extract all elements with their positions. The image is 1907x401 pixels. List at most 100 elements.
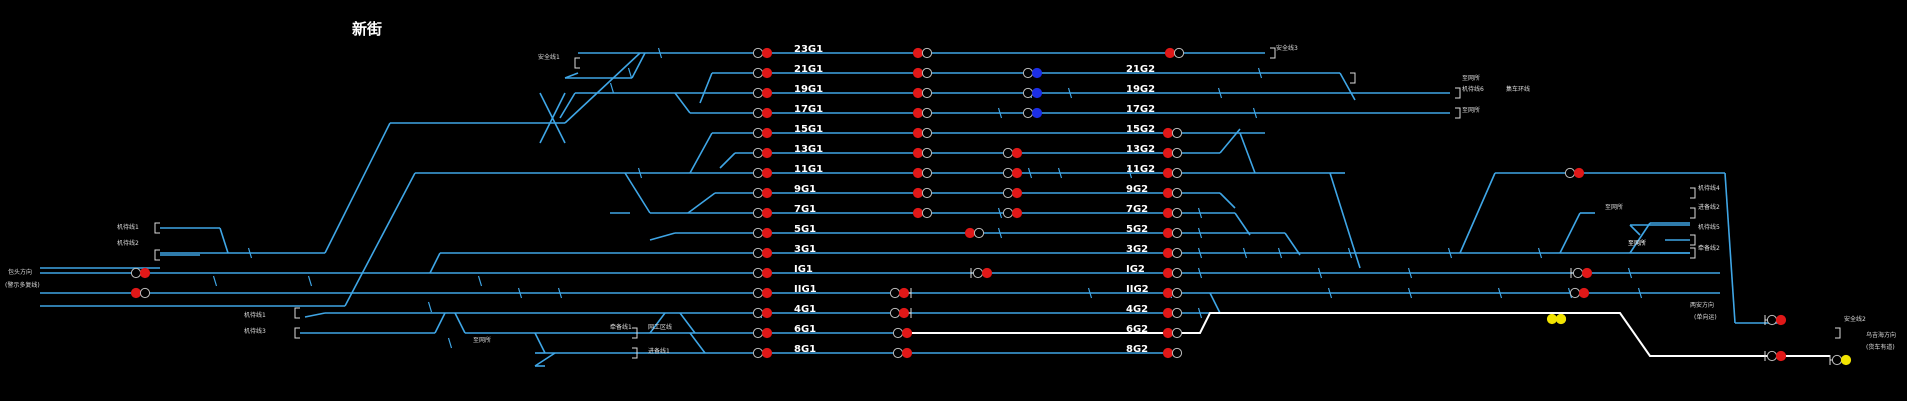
signal-yellow-lamp-2[interactable]: [1555, 313, 1567, 325]
signal-left-t9-lamp-lit[interactable]: [761, 187, 773, 199]
signal-right-t4-lamp-lit[interactable]: [1162, 307, 1174, 319]
signal-blue-19-lamp-dark[interactable]: [1022, 87, 1034, 99]
signal-right-t8-lamp-lit[interactable]: [1162, 347, 1174, 359]
signal-mid-t17-lamp-lit[interactable]: [912, 107, 924, 119]
signal-right-t5-lamp-lit[interactable]: [1162, 227, 1174, 239]
signal-left-t4-lamp-dark[interactable]: [752, 307, 764, 319]
signal-left-t6-lamp-lit[interactable]: [761, 327, 773, 339]
signal-right-t11-lamp-lit[interactable]: [1162, 167, 1174, 179]
signal-right-t7-lamp-lit[interactable]: [1162, 207, 1174, 219]
signal-out-1-lamp-dark[interactable]: [1766, 314, 1778, 326]
signal-mid-t15-lamp-lit[interactable]: [912, 127, 924, 139]
signal-right-t15-lamp-dark[interactable]: [1171, 127, 1183, 139]
signal-left-tI-lamp-lit[interactable]: [761, 267, 773, 279]
signal-right-t6-lamp-dark[interactable]: [1171, 327, 1183, 339]
signal-mid-t11-lamp-lit[interactable]: [912, 167, 924, 179]
signal-mid-t5-lamp-lit[interactable]: [964, 227, 976, 239]
signal-blue-17-lamp-dark[interactable]: [1022, 107, 1034, 119]
signal-left-t23-lamp-lit[interactable]: [761, 47, 773, 59]
signal-mid-t6-lamp-lit[interactable]: [901, 327, 913, 339]
signal-out-2-lamp-lit[interactable]: [1775, 350, 1787, 362]
signal-left-t5-lamp-lit[interactable]: [761, 227, 773, 239]
signal-right-t13-lamp-lit[interactable]: [1162, 147, 1174, 159]
signal-mid-t8-lamp-dark[interactable]: [892, 347, 904, 359]
signal-out-yellow-lamp-lit[interactable]: [1840, 354, 1852, 366]
signal-left-t13-lamp-dark[interactable]: [752, 147, 764, 159]
signal-right-t9-lamp-dark[interactable]: [1171, 187, 1183, 199]
signal-yellow-route-lamp-lit[interactable]: [1546, 313, 1558, 325]
signal-out-2-lamp-dark[interactable]: [1766, 350, 1778, 362]
signal-left-t3-lamp-lit[interactable]: [761, 247, 773, 259]
signal-left-t6-lamp-dark[interactable]: [752, 327, 764, 339]
signal-west-I-lamp-lit[interactable]: [139, 267, 151, 279]
signal-right-t6-lamp-lit[interactable]: [1162, 327, 1174, 339]
signal-east-I-lamp-dark[interactable]: [1572, 267, 1584, 279]
signal-mid-t5-lamp-dark[interactable]: [973, 227, 985, 239]
signal-mid-tI-lamp-lit[interactable]: [981, 267, 993, 279]
signal-r-9-lamp-dark[interactable]: [1002, 187, 1014, 199]
signal-r-13-lamp-lit[interactable]: [1011, 147, 1023, 159]
signal-r-13-lamp-dark[interactable]: [1002, 147, 1014, 159]
signal-blue-21-lamp-dark[interactable]: [1022, 67, 1034, 79]
signal-left-t7-lamp-dark[interactable]: [752, 207, 764, 219]
signal-mid-t17-lamp-dark[interactable]: [921, 107, 933, 119]
signal-r-7-lamp-lit[interactable]: [1011, 207, 1023, 219]
signal-blue-21-lamp-lit[interactable]: [1031, 67, 1043, 79]
signal-left-t23-lamp-dark[interactable]: [752, 47, 764, 59]
signal-mid-t23-lamp-lit[interactable]: [912, 47, 924, 59]
signal-right-t5-lamp-dark[interactable]: [1171, 227, 1183, 239]
signal-mid-t9-lamp-dark[interactable]: [921, 187, 933, 199]
signal-left-t3-lamp-dark[interactable]: [752, 247, 764, 259]
signal-left-t9-lamp-dark[interactable]: [752, 187, 764, 199]
signal-r-11-lamp-lit[interactable]: [1011, 167, 1023, 179]
signal-right-t3-lamp-dark[interactable]: [1171, 247, 1183, 259]
signal-mid-t19-lamp-lit[interactable]: [912, 87, 924, 99]
signal-left-t21-lamp-lit[interactable]: [761, 67, 773, 79]
signal-right-tI-lamp-lit[interactable]: [1162, 267, 1174, 279]
signal-mid-t6-lamp-dark[interactable]: [892, 327, 904, 339]
signal-mid-t19-lamp-dark[interactable]: [921, 87, 933, 99]
signal-out-1-lamp-lit[interactable]: [1775, 314, 1787, 326]
signal-mid-t8-lamp-lit[interactable]: [901, 347, 913, 359]
signal-east-II-lamp-dark[interactable]: [1569, 287, 1581, 299]
signal-mid-t21-lamp-lit[interactable]: [912, 67, 924, 79]
signal-left-t15-lamp-lit[interactable]: [761, 127, 773, 139]
signal-right-t13-lamp-dark[interactable]: [1171, 147, 1183, 159]
signal-left-t21-lamp-dark[interactable]: [752, 67, 764, 79]
signal-r-23-lamp-lit[interactable]: [1164, 47, 1176, 59]
signal-r-23-lamp-dark[interactable]: [1173, 47, 1185, 59]
signal-left-t15-lamp-dark[interactable]: [752, 127, 764, 139]
signal-mid-t13-lamp-lit[interactable]: [912, 147, 924, 159]
signal-right-t15-lamp-lit[interactable]: [1162, 127, 1174, 139]
signal-right-t3-lamp-lit[interactable]: [1162, 247, 1174, 259]
signal-east-II-lamp-lit[interactable]: [1578, 287, 1590, 299]
signal-left-t17-lamp-dark[interactable]: [752, 107, 764, 119]
signal-left-tII-lamp-dark[interactable]: [752, 287, 764, 299]
signal-right-tII-lamp-lit[interactable]: [1162, 287, 1174, 299]
signal-mid-t15-lamp-dark[interactable]: [921, 127, 933, 139]
signal-left-tII-lamp-lit[interactable]: [761, 287, 773, 299]
signal-east-I-lamp-lit[interactable]: [1581, 267, 1593, 279]
signal-mid-tII-lamp-dark[interactable]: [889, 287, 901, 299]
signal-right-tII-lamp-dark[interactable]: [1171, 287, 1183, 299]
signal-east-11-lamp-lit[interactable]: [1573, 167, 1585, 179]
signal-r-9-lamp-lit[interactable]: [1011, 187, 1023, 199]
signal-right-t4-lamp-dark[interactable]: [1171, 307, 1183, 319]
signal-mid-t23-lamp-dark[interactable]: [921, 47, 933, 59]
signal-blue-17-lamp-lit[interactable]: [1031, 107, 1043, 119]
signal-mid-t9-lamp-lit[interactable]: [912, 187, 924, 199]
signal-left-t8-lamp-lit[interactable]: [761, 347, 773, 359]
signal-left-t5-lamp-dark[interactable]: [752, 227, 764, 239]
signal-left-t19-lamp-lit[interactable]: [761, 87, 773, 99]
signal-right-t9-lamp-lit[interactable]: [1162, 187, 1174, 199]
signal-left-t7-lamp-lit[interactable]: [761, 207, 773, 219]
signal-right-t7-lamp-dark[interactable]: [1171, 207, 1183, 219]
signal-east-11-lamp-dark[interactable]: [1564, 167, 1576, 179]
signal-left-t4-lamp-lit[interactable]: [761, 307, 773, 319]
signal-right-tI-lamp-dark[interactable]: [1171, 267, 1183, 279]
signal-west-II-lamp-dark[interactable]: [139, 287, 151, 299]
signal-right-t11-lamp-dark[interactable]: [1171, 167, 1183, 179]
signal-mid-tII-lamp-lit[interactable]: [898, 287, 910, 299]
signal-left-t19-lamp-dark[interactable]: [752, 87, 764, 99]
signal-r-7-lamp-dark[interactable]: [1002, 207, 1014, 219]
